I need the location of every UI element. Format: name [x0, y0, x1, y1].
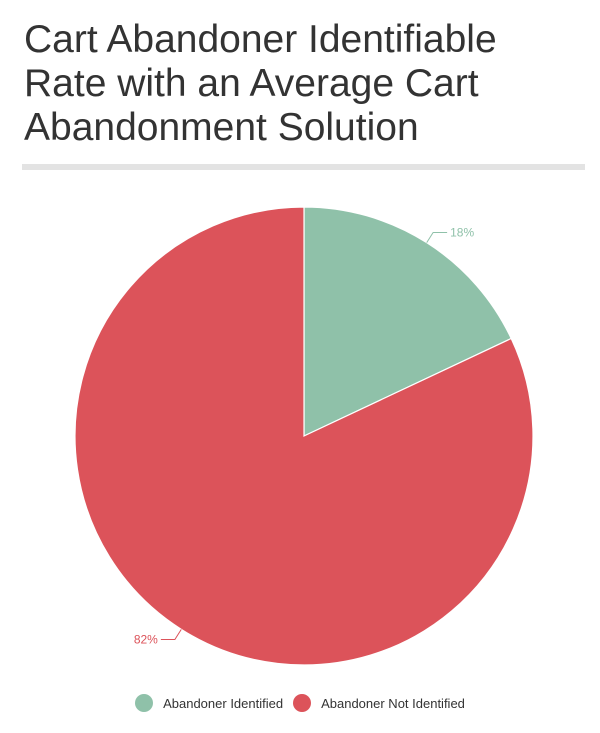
pie-leader-line-abandoner-identified: [426, 232, 448, 243]
legend-item-identified[interactable]: Abandoner Identified: [135, 694, 283, 712]
legend-swatch-not-identified: [293, 694, 312, 712]
pie-data-labels: 18% 82%: [134, 226, 475, 647]
legend-label-not-identified: Abandoner Not Identified: [321, 695, 465, 711]
pie-data-label-abandoner-not-identified: 82%: [134, 632, 158, 646]
chart-title: Cart Abandoner Identifiable Rate with an…: [24, 18, 497, 149]
pie-slice-abandoner-identified[interactable]: [303, 206, 513, 437]
legend-item-not-identified[interactable]: Abandoner Not Identified: [293, 694, 465, 712]
legend-swatch-identified: [135, 694, 154, 712]
title-divider: [22, 164, 585, 170]
chart-legend: Abandoner Identified Abandoner Not Ident…: [0, 694, 600, 712]
pie-data-label-abandoner-identified: 18%: [450, 226, 474, 240]
pie-slices: [74, 206, 534, 666]
pie-leader-line-abandoner-not-identified: [160, 629, 182, 640]
legend-label-identified: Abandoner Identified: [163, 695, 284, 711]
